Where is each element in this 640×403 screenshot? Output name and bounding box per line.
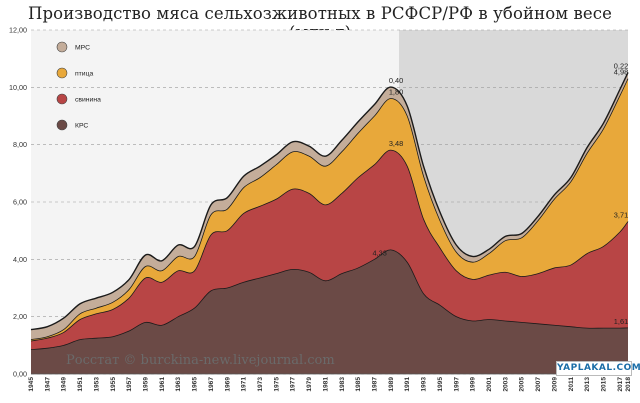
y-tick-label: 2,00 [13,312,27,321]
x-tick-label: 2015 [600,377,607,392]
site-logo: YAPLAKAL.COM [556,361,640,376]
x-tick-label: 1959 [142,377,149,392]
x-tick-label: 1963 [175,377,182,392]
x-tick-label: 2017 [617,377,624,392]
x-tick-label: 1947 [44,377,51,392]
y-tick-label: 0,00 [13,370,27,379]
area-svinina [31,150,628,350]
x-tick-label: 1997 [453,377,460,392]
x-tick-label: 2001 [486,377,493,392]
x-tick-label: 2003 [502,377,509,392]
x-tick-label: 1973 [257,377,264,392]
x-tick-label: 1991 [404,377,411,392]
series-line-svinina [30,149,629,342]
x-tick-label: 1957 [126,377,133,392]
x-tick-label: 1953 [93,377,100,392]
data-label: 1,80 [389,88,403,97]
legend-label-ptitsa: птица [75,71,93,78]
x-tick-label: 2009 [551,377,558,392]
x-tick-label: 2005 [519,377,526,392]
series-line-krs [30,249,629,351]
legend-marker-ptitsa [56,67,68,79]
x-tick-label: 1969 [224,377,231,392]
x-tick-label: 1983 [339,377,346,392]
legend-label-svinina: свинина [75,97,101,104]
watermark: Росстат © burckina-new.livejournal.com [66,353,335,368]
y-tick-label: 12,00 [9,26,27,35]
x-tick-label: 1955 [110,377,117,392]
legend-label-krs: КРС [75,123,88,130]
legend-label-mrs: МРС [75,45,90,52]
x-tick-label: 1987 [371,377,378,392]
area-krs [31,249,628,374]
legend-marker-mrs [56,41,68,53]
legend-marker-svinina [56,93,68,105]
data-label: 4,33 [372,248,386,257]
legend-marker-krs [56,119,68,131]
area-ptitsa [31,78,628,342]
data-label: 0,22 [614,61,628,70]
data-label: 0,40 [389,76,403,85]
x-tick-label: 1975 [273,377,280,392]
x-tick-label: 1951 [77,377,84,392]
x-tick-label: 1979 [306,377,313,392]
x-tick-label: 2007 [535,377,542,392]
x-tick-label: 1977 [290,377,297,392]
x-tick-label: 1981 [322,377,329,392]
x-tick-label: 1961 [159,377,166,392]
x-tick-label: 2013 [584,377,591,392]
y-tick-label: 6,00 [13,198,27,207]
x-tick-label: 1989 [388,377,395,392]
x-tick-label: 1999 [470,377,477,392]
x-tick-label: 2018 [625,377,632,392]
x-tick-label: 1993 [421,377,428,392]
y-tick-label: 10,00 [9,83,27,92]
x-tick-label: 1949 [61,377,68,392]
data-label: 3,71 [614,210,628,219]
y-tick-label: 8,00 [13,140,27,149]
series-line-mrs [30,72,629,331]
y-tick-label: 4,00 [13,255,27,264]
data-label: 1,61 [614,317,628,326]
series-line-ptitsa [30,78,629,340]
x-tick-label: 1945 [28,377,35,392]
x-tick-label: 1985 [355,377,362,392]
data-label: 4,98 [614,68,628,77]
x-tick-label: 2011 [568,377,575,392]
x-tick-label: 1965 [192,377,199,392]
x-tick-label: 1995 [437,377,444,392]
x-tick-label: 1967 [208,377,215,392]
x-tick-label: 1971 [241,377,248,392]
data-label: 3,48 [389,139,403,148]
